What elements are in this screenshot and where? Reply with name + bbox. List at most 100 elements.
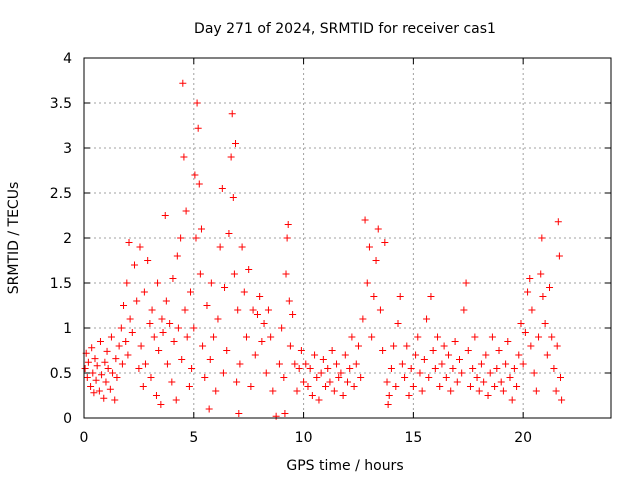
data-point — [387, 365, 395, 372]
data-point — [482, 351, 490, 359]
data-point — [170, 338, 178, 345]
data-point — [543, 351, 551, 359]
data-point — [469, 365, 477, 372]
data-point — [249, 306, 257, 314]
data-point — [168, 378, 176, 386]
data-point — [192, 234, 200, 242]
data-point — [90, 389, 98, 397]
data-point — [131, 261, 139, 269]
data-point — [486, 369, 494, 377]
data-point — [374, 225, 382, 233]
data-point — [368, 333, 376, 341]
data-point — [453, 378, 461, 386]
data-point — [530, 369, 538, 377]
data-point — [359, 315, 367, 323]
x-tick-label: 5 — [189, 430, 198, 446]
data-point — [376, 306, 384, 314]
data-point — [141, 360, 149, 368]
data-point — [144, 257, 152, 264]
data-point — [102, 378, 110, 386]
data-point — [194, 124, 202, 132]
data-point — [148, 306, 156, 314]
data-point — [539, 293, 547, 300]
data-point — [118, 360, 126, 368]
data-point — [196, 270, 204, 278]
data-point — [267, 333, 275, 341]
data-point — [313, 374, 321, 381]
data-point — [272, 412, 280, 420]
data-point — [191, 171, 199, 179]
y-tick-label: 2.5 — [50, 186, 72, 202]
data-point — [219, 369, 227, 377]
data-point — [96, 338, 104, 345]
data-point — [264, 306, 272, 314]
data-point — [519, 360, 527, 368]
data-point — [508, 396, 516, 404]
data-point — [438, 360, 446, 368]
data-point — [407, 365, 415, 372]
data-point — [150, 333, 158, 341]
data-point — [238, 243, 246, 251]
data-point — [161, 212, 169, 219]
data-point — [177, 234, 185, 242]
data-point — [193, 99, 201, 107]
data-point — [442, 374, 450, 381]
data-point — [398, 360, 406, 368]
data-point — [546, 284, 554, 291]
data-point — [440, 342, 448, 350]
data-point — [230, 270, 238, 278]
x-tick-label: 15 — [404, 430, 422, 446]
data-point — [451, 338, 459, 345]
data-point — [495, 347, 503, 354]
data-point — [291, 360, 299, 368]
data-point — [125, 239, 133, 246]
data-point — [306, 365, 314, 372]
plot-frame — [83, 57, 612, 419]
data-point — [491, 383, 499, 390]
data-point — [210, 333, 218, 341]
data-point — [346, 365, 354, 372]
data-point — [409, 383, 417, 390]
data-point — [558, 396, 566, 404]
data-point — [101, 358, 109, 366]
data-point — [81, 365, 89, 372]
data-point — [212, 387, 220, 395]
grid-lines — [84, 58, 611, 418]
data-point — [111, 396, 119, 404]
y-tick-label: 0 — [63, 411, 72, 427]
data-point — [221, 284, 229, 291]
data-point — [185, 383, 193, 390]
data-point — [434, 333, 442, 341]
data-point — [186, 288, 194, 296]
data-point — [548, 333, 556, 341]
data-point — [427, 293, 435, 300]
data-point — [541, 320, 549, 327]
data-point — [122, 338, 130, 345]
data-point — [506, 374, 514, 381]
data-point — [555, 252, 563, 260]
data-point — [235, 410, 243, 417]
data-point — [480, 378, 488, 386]
axis-ticks — [83, 57, 611, 419]
data-point — [195, 180, 203, 188]
data-point — [293, 387, 301, 395]
data-point — [133, 297, 141, 305]
data-point — [297, 347, 305, 354]
data-point — [154, 279, 162, 287]
chart-title: Day 271 of 2024, SRMTID for receiver cas… — [194, 21, 496, 37]
data-point — [420, 356, 428, 363]
data-point — [162, 297, 170, 305]
data-points — [81, 79, 566, 420]
data-point — [354, 342, 362, 350]
data-point — [308, 392, 316, 399]
data-point — [475, 387, 483, 395]
data-point — [524, 288, 532, 296]
data-point — [278, 324, 286, 332]
data-point — [207, 279, 215, 287]
data-point — [326, 378, 334, 386]
data-point — [258, 338, 266, 345]
data-point — [262, 369, 270, 377]
data-point — [166, 320, 174, 327]
data-point — [225, 230, 233, 237]
data-point — [104, 365, 112, 372]
